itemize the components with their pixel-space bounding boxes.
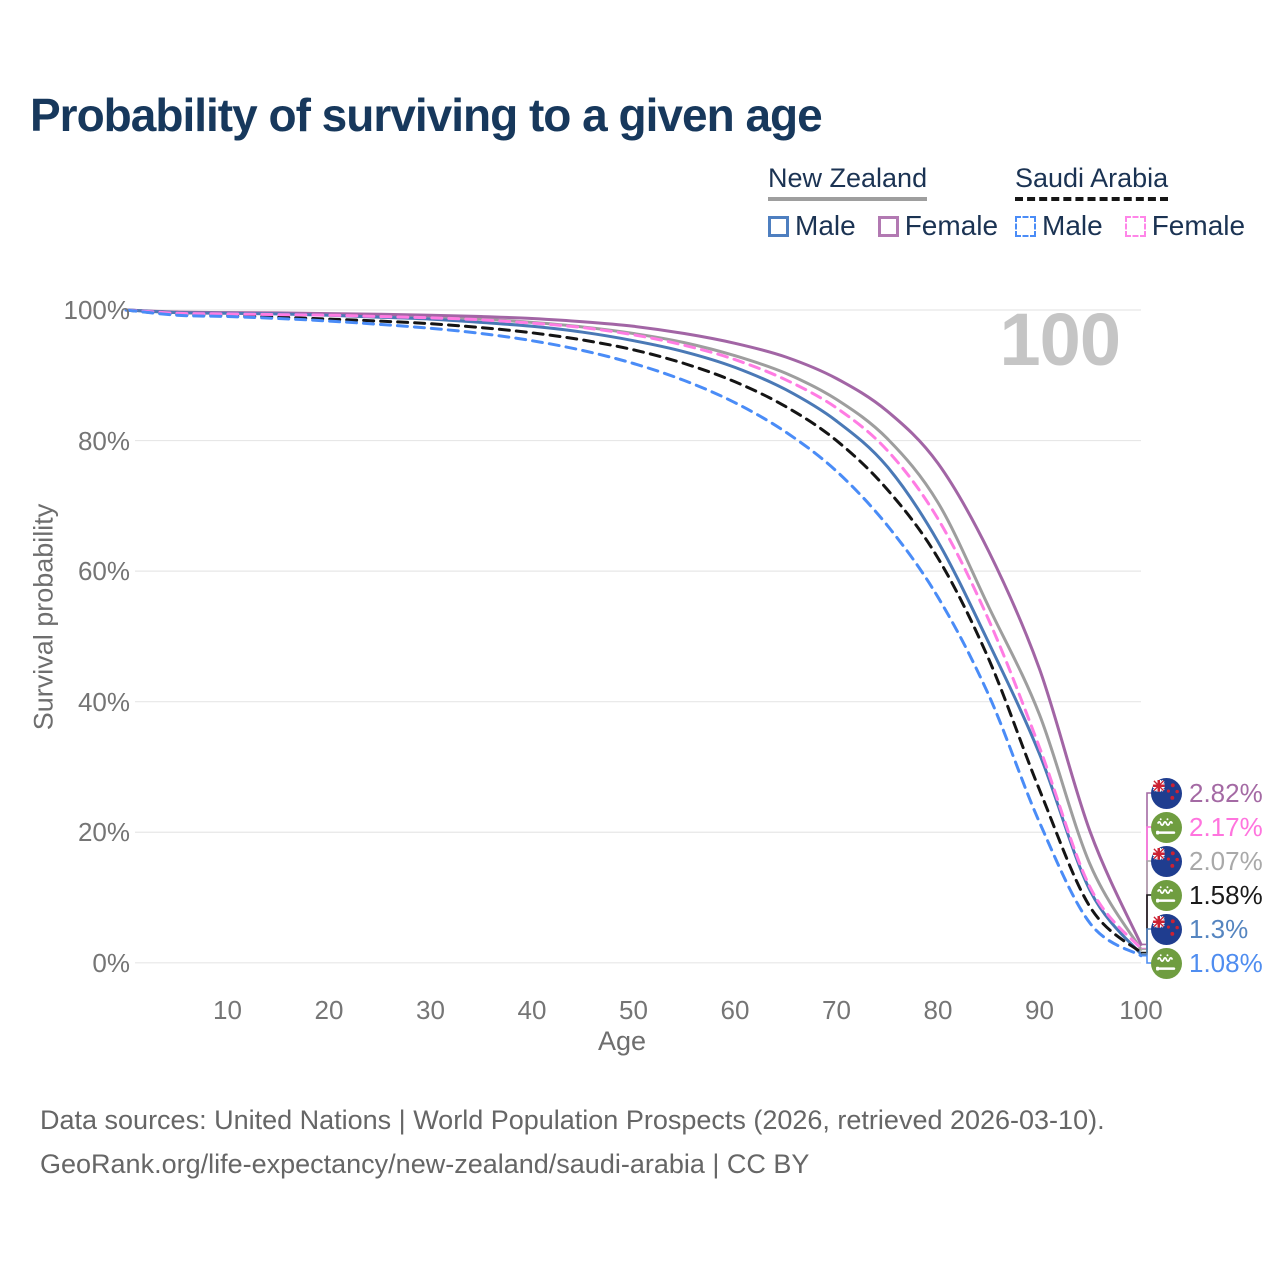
sa-male-swatch-icon	[1015, 215, 1036, 237]
saudi-flag-icon	[1151, 879, 1182, 911]
leader-line-sa-male	[1141, 954, 1152, 964]
x-tick-80: 80	[923, 995, 953, 1025]
leader-line-nz-male	[1141, 928, 1152, 956]
survival-curve-sa-male	[124, 308, 1143, 958]
x-axis-title: Age	[598, 1026, 647, 1056]
legend-item-label: Male	[1042, 210, 1103, 241]
legend-item-label: Male	[795, 210, 856, 241]
nz-flag-icon	[1151, 913, 1182, 945]
x-tick-20: 20	[314, 995, 344, 1025]
saudi-flag-icon	[1151, 811, 1182, 843]
nz-flag-icon	[1151, 845, 1182, 877]
x-tick-90: 90	[1025, 995, 1054, 1025]
x-tick-100: 100	[1119, 995, 1163, 1025]
x-tick-70: 70	[822, 995, 851, 1025]
end-label-value: 2.07%	[1189, 845, 1263, 876]
page-title: Probability of surviving to a given age	[30, 89, 823, 141]
end-label-value: 2.82%	[1189, 777, 1263, 808]
age-watermark: 100	[999, 298, 1121, 381]
footer-data-sources: Data sources: United Nations | World Pop…	[40, 1105, 1105, 1135]
legend-group-new-zealand: New Zealand Male Female	[768, 163, 998, 242]
survival-curve-sa-female	[124, 308, 1143, 951]
x-tick-10: 10	[213, 995, 242, 1025]
x-tick-50: 50	[619, 995, 648, 1025]
saudi-flag-icon	[1151, 947, 1182, 979]
legend-item-sa-male[interactable]: Male	[1015, 210, 1103, 242]
y-tick-100: 100%	[63, 295, 131, 325]
legend-item-sa-female[interactable]: Female	[1124, 210, 1246, 242]
nz-flag-icon	[1151, 777, 1182, 809]
y-tick-0: 0%	[92, 947, 130, 978]
end-label-sa-female: 2.17%	[1151, 810, 1263, 844]
footer-attribution: GeoRank.org/life-expectancy/new-zealand/…	[40, 1149, 810, 1179]
survival-curve-nz-female	[124, 308, 1143, 946]
nz-male-swatch-icon	[768, 215, 789, 237]
x-tick-40: 40	[517, 995, 547, 1025]
end-label-sa-male: 1.08%	[1151, 946, 1263, 980]
survival-curve-sa-total	[124, 308, 1143, 954]
end-label-nz-total: 2.07%	[1151, 844, 1263, 878]
end-label-nz-male: 1.3%	[1151, 912, 1248, 946]
survival-curve-nz-total	[124, 308, 1143, 951]
sa-female-swatch-icon	[1124, 215, 1146, 237]
legend-item-label: Female	[1151, 210, 1246, 241]
legend-item-nz-female[interactable]: Female	[877, 210, 999, 242]
end-label-sa-total: 1.58%	[1151, 878, 1263, 912]
legend-header-new-zealand: New Zealand	[768, 163, 928, 201]
end-label-value: 1.3%	[1189, 913, 1249, 944]
y-tick-20: 20%	[77, 817, 130, 848]
legend-group-saudi-arabia: Saudi Arabia Male Female	[1015, 163, 1245, 242]
legend-item-label: Female	[904, 210, 999, 241]
end-label-nz-female: 2.82%	[1151, 776, 1263, 810]
x-tick-60: 60	[720, 995, 750, 1025]
survival-curve-nz-male	[124, 308, 1143, 956]
y-tick-80: 80%	[77, 425, 130, 456]
legend-header-saudi-arabia: Saudi Arabia	[1015, 163, 1169, 201]
y-tick-40: 40%	[77, 686, 130, 717]
y-tick-60: 60%	[77, 556, 130, 587]
legend-item-nz-male[interactable]: Male	[768, 210, 856, 242]
end-label-value: 1.08%	[1189, 947, 1263, 978]
leader-line-sa-total	[1141, 894, 1152, 954]
end-label-value: 1.58%	[1189, 879, 1263, 910]
nz-female-swatch-icon	[877, 215, 899, 237]
x-tick-30: 30	[416, 995, 445, 1025]
end-label-value: 2.17%	[1189, 811, 1263, 842]
